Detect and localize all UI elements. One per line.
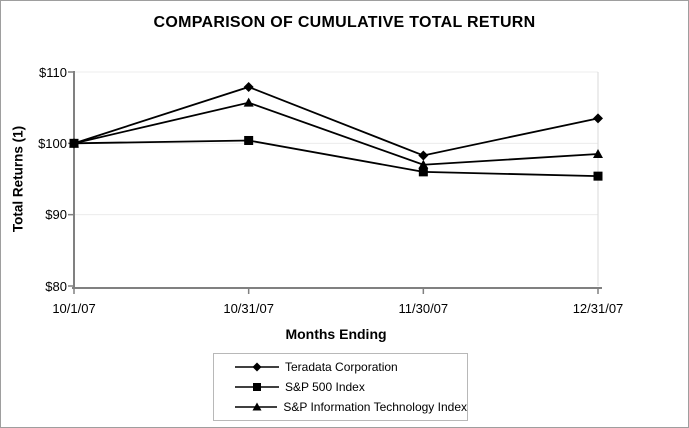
triangle-marker <box>243 97 254 107</box>
diamond-marker <box>418 150 429 161</box>
diamond-marker <box>593 113 603 124</box>
legend-item: S&P Information Technology Index <box>235 400 467 414</box>
square-marker <box>253 383 261 391</box>
legend-item-label: Teradata Corporation <box>285 360 398 374</box>
y-tick-label: $100 <box>38 135 67 151</box>
legend-item: S&P 500 Index <box>235 380 467 394</box>
y-tick-label: $90 <box>45 207 67 223</box>
legend-marker-square-icon <box>235 383 279 391</box>
legend-marker-triangle-icon <box>235 402 278 411</box>
x-tick-label: 10/1/07 <box>52 301 96 316</box>
square-marker <box>244 135 254 145</box>
series-line <box>73 139 599 178</box>
legend-item-label: S&P 500 Index <box>285 380 365 394</box>
triangle-marker <box>69 138 79 148</box>
x-tick-label: 10/31/07 <box>223 301 274 316</box>
y-tick-label: $80 <box>45 278 67 294</box>
x-tick-label: 12/31/07 <box>572 301 624 316</box>
square-marker <box>593 171 603 181</box>
legend-item: Teradata Corporation <box>235 360 467 374</box>
x-axis-title: Months Ending <box>285 326 387 342</box>
diamond-marker <box>243 81 254 92</box>
legend-item-label: S&P Information Technology Index <box>283 400 467 414</box>
chart-title: COMPARISON OF CUMULATIVE TOTAL RETURN <box>153 14 536 31</box>
triangle-marker <box>252 402 262 411</box>
legend-marker-diamond-icon <box>235 362 279 372</box>
diamond-marker <box>252 362 262 372</box>
triangle-marker <box>418 159 429 169</box>
series-line <box>73 101 599 166</box>
triangle-marker <box>593 149 603 159</box>
legend: Teradata Corporation S&P 500 Index S&P Inf… <box>213 353 468 421</box>
square-marker <box>418 167 428 177</box>
y-tick-label: $110 <box>39 64 67 80</box>
x-tick-label: 11/30/07 <box>398 301 449 316</box>
series-line <box>73 86 599 157</box>
